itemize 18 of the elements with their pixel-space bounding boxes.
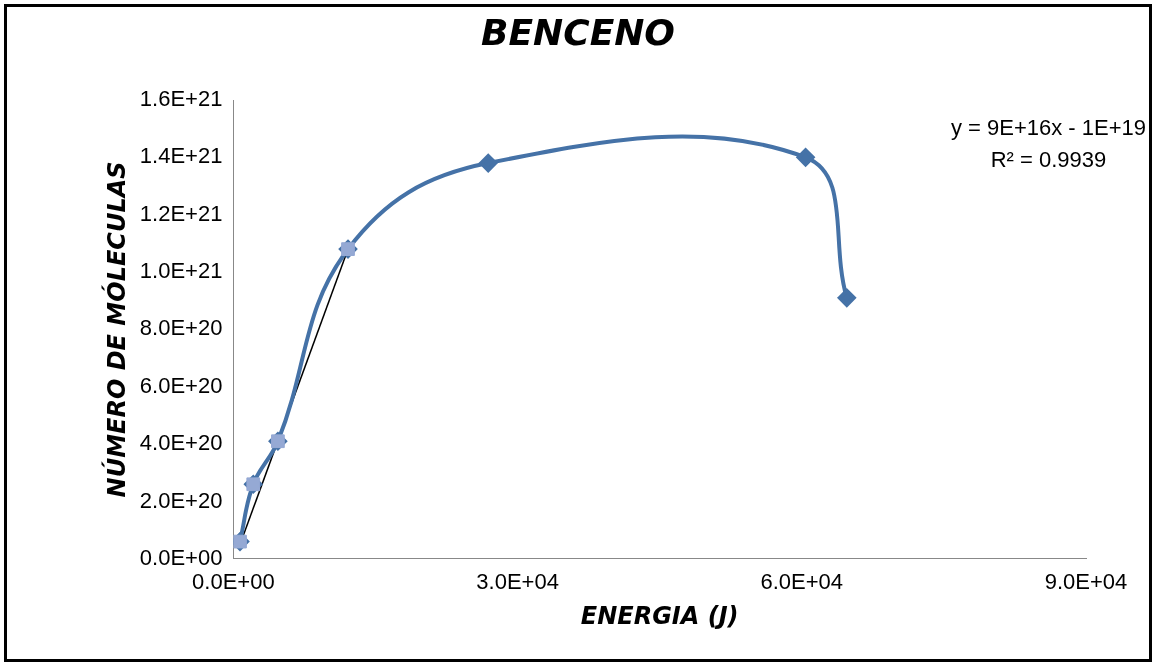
y-tick-label: 1.4E+21 [139,143,223,169]
y-tick-label: 2.0E+20 [139,487,223,513]
y-tick-label: 1.6E+21 [139,86,223,112]
x-tick-label: 9.0E+04 [1044,569,1128,595]
annotation: R² = 0.9939 [989,146,1108,174]
x-tick-label: 0.0E+00 [192,569,275,595]
x-tick-label: 3.0E+04 [476,569,559,595]
y-axis-title: NÚMERO DE MÓLECULAS [100,161,131,498]
annotation: y = 9E+16x - 1E+19 [950,114,1146,142]
chart-title: BENCENO [480,12,676,53]
y-tick-label: 1.2E+21 [139,200,223,226]
y-tick-label: 6.0E+20 [139,372,223,398]
y-tick-label: 1.0E+21 [139,258,223,284]
x-axis-title: ENERGIA (J) [580,601,739,630]
x-tick-label: 6.0E+04 [760,569,844,595]
y-tick-label: 8.0E+20 [139,315,223,341]
y-tick-label: 4.0E+20 [139,430,223,456]
y-tick-label: 0.0E+00 [139,544,223,570]
